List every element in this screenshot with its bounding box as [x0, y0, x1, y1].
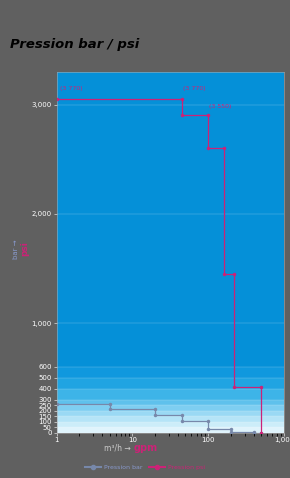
Text: (3 550): (3 550) — [209, 104, 232, 109]
Bar — [57, 367, 284, 378]
Legend: Pression bar, Pression psi: Pression bar, Pression psi — [83, 462, 207, 472]
Bar — [57, 50, 284, 367]
Text: Pression bar / psi: Pression bar / psi — [10, 38, 139, 51]
Bar — [57, 411, 284, 416]
Bar — [57, 400, 284, 405]
Bar — [57, 422, 284, 427]
Bar — [57, 378, 284, 389]
Bar — [57, 405, 284, 411]
Text: m³/h →: m³/h → — [104, 444, 133, 453]
Text: bar →: bar → — [13, 238, 19, 260]
Text: gpm: gpm — [133, 444, 157, 453]
Bar — [57, 416, 284, 422]
Text: (3 770): (3 770) — [183, 87, 205, 91]
Bar — [57, 389, 284, 400]
Bar — [57, 427, 284, 433]
Text: (3 770): (3 770) — [60, 87, 82, 91]
Text: psi: psi — [20, 241, 29, 256]
